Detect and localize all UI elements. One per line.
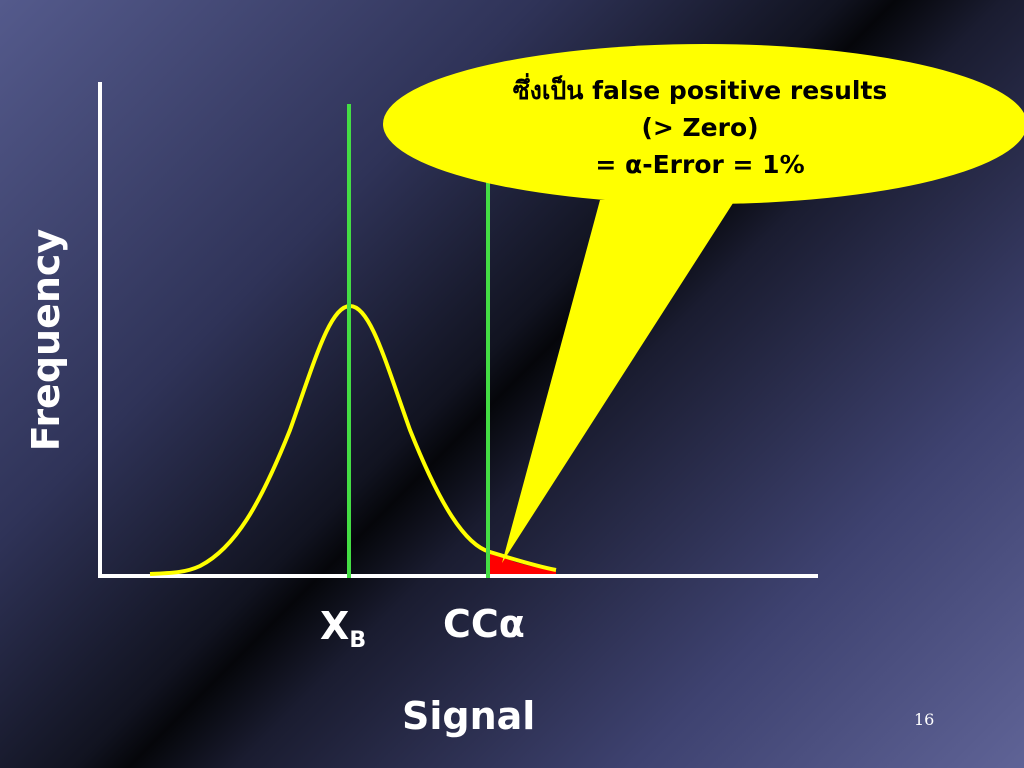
y-axis-label: Frequency [24, 228, 68, 452]
distribution-curve [149, 303, 557, 576]
callout-line-2: (> Zero) [641, 113, 759, 142]
callout-pointer [502, 200, 735, 563]
x-axis-label: Signal [402, 694, 536, 738]
slide-number: 16 [914, 710, 935, 729]
xb-marker-label: XB [320, 604, 366, 653]
callout-line-3: = α-Error = 1% [595, 150, 805, 179]
xb-main-text: X [320, 604, 350, 648]
cc-alpha-marker-label: CCα [443, 602, 525, 646]
alpha-error-area [490, 552, 556, 574]
callout-line-1: ซึ่งเป็น false positive results [512, 76, 888, 105]
xb-subscript: B [349, 628, 367, 653]
callout-text: ซึ่งเป็น false positive results (> Zero)… [440, 72, 960, 183]
callout-bubble [383, 44, 1024, 204]
